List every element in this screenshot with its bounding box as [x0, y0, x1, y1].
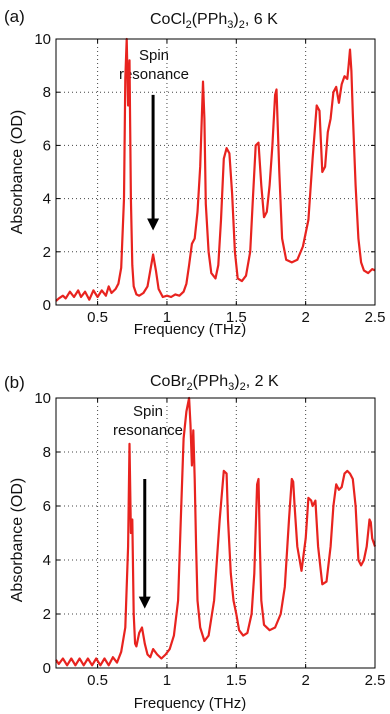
panel-a-ytick-label-4: 8: [43, 84, 51, 101]
panel-a-ytick-label-1: 2: [43, 244, 51, 261]
panel-a-ytick-label-0: 0: [43, 297, 51, 314]
panel-b-ytick-label-2: 4: [43, 552, 51, 569]
panel-b-xlabel: Frequency (THz): [134, 695, 247, 712]
panel-b-xtick-label-0: 0.5: [87, 672, 108, 689]
panel-b-annotation-line2: resonance: [113, 422, 183, 439]
panel-b: (b) CoBr2(PPh3)2, 2 K Frequency (THz) Ab…: [4, 373, 385, 712]
panel-a-arrow-head: [147, 218, 160, 231]
panel-a-ylabel: Absorbance (OD): [9, 110, 26, 235]
panel-a-ytick-label-5: 10: [34, 31, 51, 48]
panel-b-arrow-head: [138, 596, 151, 609]
panel-a-ytick-label-3: 6: [43, 137, 51, 154]
panel-a-xtick-label-4: 2.5: [365, 309, 386, 326]
panel-a-annotation-line1: Spin: [139, 47, 169, 64]
panel-b-title: CoBr2(PPh3)2, 2 K: [150, 373, 279, 393]
panel-b-xtick-label-2: 1.5: [226, 672, 247, 689]
panel-a-xtick-label-1: 1: [163, 309, 171, 326]
panel-a-xtick-label-3: 2: [301, 309, 309, 326]
panel-a-ytick-label-2: 4: [43, 191, 51, 208]
panel-b-ytick-label-5: 10: [34, 390, 51, 407]
panel-a-label: (a): [4, 7, 25, 26]
panel-a: (a) CoCl2(PPh3)2, 6 K Frequency (THz) Ab…: [4, 7, 385, 338]
panel-b-ytick-label-3: 6: [43, 498, 51, 515]
panel-a-title: CoCl2(PPh3)2, 6 K: [150, 11, 278, 31]
panel-a-annotation-line2: resonance: [119, 66, 189, 83]
panel-b-ytick-label-4: 8: [43, 444, 51, 461]
panel-b-ytick-label-1: 2: [43, 606, 51, 623]
panel-b-ytick-label-0: 0: [43, 660, 51, 677]
panel-a-series-line-0: [55, 37, 376, 302]
panel-b-label: (b): [4, 373, 25, 392]
panel-a-xtick-label-0: 0.5: [87, 309, 108, 326]
panel-a-xlabel: Frequency (THz): [134, 321, 247, 338]
panel-b-xtick-label-4: 2.5: [365, 672, 386, 689]
panel-b-series-line-0: [55, 396, 377, 667]
panel-a-plot-frame: [55, 38, 376, 306]
panel-a-xtick-label-2: 1.5: [226, 309, 247, 326]
panel-b-xtick-label-3: 2: [301, 672, 309, 689]
panel-b-annotation-line1: Spin: [133, 403, 163, 420]
panel-b-xtick-label-1: 1: [163, 672, 171, 689]
panel-b-plot-frame: [55, 397, 376, 669]
panel-b-ylabel: Absorbance (OD): [9, 478, 26, 603]
